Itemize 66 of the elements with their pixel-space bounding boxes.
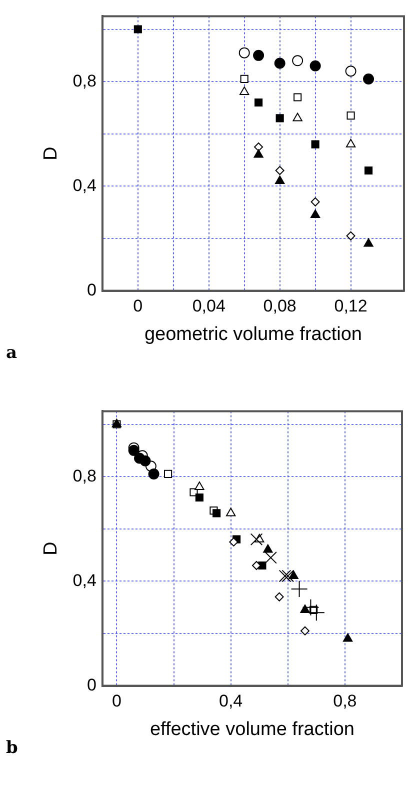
point [292,112,302,122]
point [164,470,172,478]
point [240,86,250,96]
point [310,60,321,72]
point [364,166,373,175]
point [226,508,236,516]
point [195,493,204,502]
point [278,570,292,582]
point [311,140,320,148]
point [148,468,160,480]
point [290,580,308,598]
x-tick-label: 0,12 [334,296,368,316]
point [310,209,320,218]
point [363,73,374,84]
y-tick-label: 0 [86,675,96,694]
point [240,74,248,83]
y-tick-label: 0,8 [72,71,96,90]
point [238,47,250,58]
point [342,633,353,642]
x-tick-label: 0,8 [333,692,357,711]
text: a [6,343,18,363]
y-axis-title: D [40,146,62,160]
point [282,570,294,582]
point [364,238,374,247]
y-tick-label: 0 [86,280,96,300]
point [250,533,263,546]
point [140,455,151,466]
text: b [6,738,18,758]
x-tick-label: 0 [112,692,122,711]
x-tick-label: 0,4 [219,692,243,711]
point [346,112,355,120]
point [346,231,356,240]
y-tick-label: 0,4 [72,570,96,590]
x-axis-title: effective volume fraction [150,718,354,740]
point [252,561,261,570]
point [253,50,264,61]
point [346,138,356,148]
point [254,149,264,158]
point [292,55,304,66]
point [212,509,221,518]
point [134,25,142,34]
x-tick-label: 0 [133,296,143,316]
point [300,626,310,636]
point [254,142,264,152]
point [274,58,286,69]
x-tick-label: 0,08 [263,296,296,316]
point [276,114,284,122]
point [254,98,263,107]
x-axis-title: geometric volume fraction [144,324,362,345]
y-tick-label: 0,8 [72,466,96,486]
x-tick-label: 0,04 [192,296,226,316]
point [128,444,140,456]
point [294,93,302,102]
point [345,66,356,77]
point [264,551,277,564]
point [194,482,204,490]
point [274,175,285,184]
point [288,570,298,579]
point [274,592,284,602]
y-axis-title: D [40,542,62,556]
point [302,598,320,616]
point [310,197,320,206]
point [308,604,325,622]
point [263,544,273,553]
point [275,166,284,175]
y-tick-label: 0,4 [72,176,96,195]
